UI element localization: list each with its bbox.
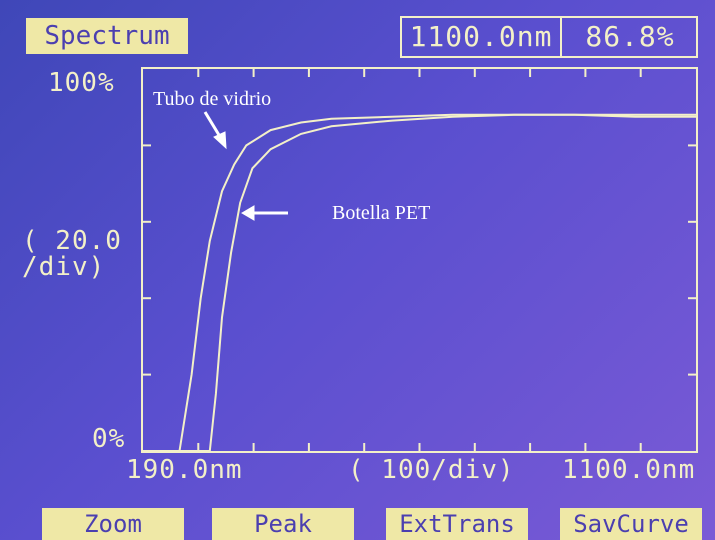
screen-title: Spectrum: [26, 18, 188, 54]
peak-softkey[interactable]: Peak: [212, 508, 354, 540]
cursor-value-readout: 86.8%: [585, 20, 675, 53]
sav-curve-softkey[interactable]: SavCurve: [560, 508, 702, 540]
axis-ticks: [143, 69, 696, 451]
pet-bottle-curve: [143, 113, 696, 452]
annotation-arrows: [203, 111, 288, 221]
ext-trans-softkey[interactable]: ExtTrans: [386, 508, 528, 540]
glass-tube-arrow-head: [213, 131, 227, 150]
cursor-wavelength-readout: 1100.0nm: [409, 20, 553, 53]
y-axis-scale-label: ( 20.0 /div): [22, 226, 122, 282]
y-axis-max-label: 100%: [48, 68, 115, 98]
pet-bottle-annotation: Botella PET: [332, 202, 431, 224]
x-axis-min-label: 190.0nm: [126, 455, 243, 485]
cursor-readout-divider: [560, 16, 562, 58]
y-axis-min-label: 0%: [92, 424, 126, 454]
plot-area: [141, 67, 698, 453]
cursor-readout-frame: [400, 16, 698, 58]
spectrum-curves: [143, 113, 696, 452]
x-axis-max-label: 1100.0nm: [562, 455, 696, 485]
zoom-softkey[interactable]: Zoom: [42, 508, 184, 540]
glass-tube-annotation: Tubo de vidrio: [153, 88, 272, 110]
x-axis-scale-label: ( 100/div): [348, 455, 515, 485]
pet-arrow-head: [241, 205, 255, 221]
